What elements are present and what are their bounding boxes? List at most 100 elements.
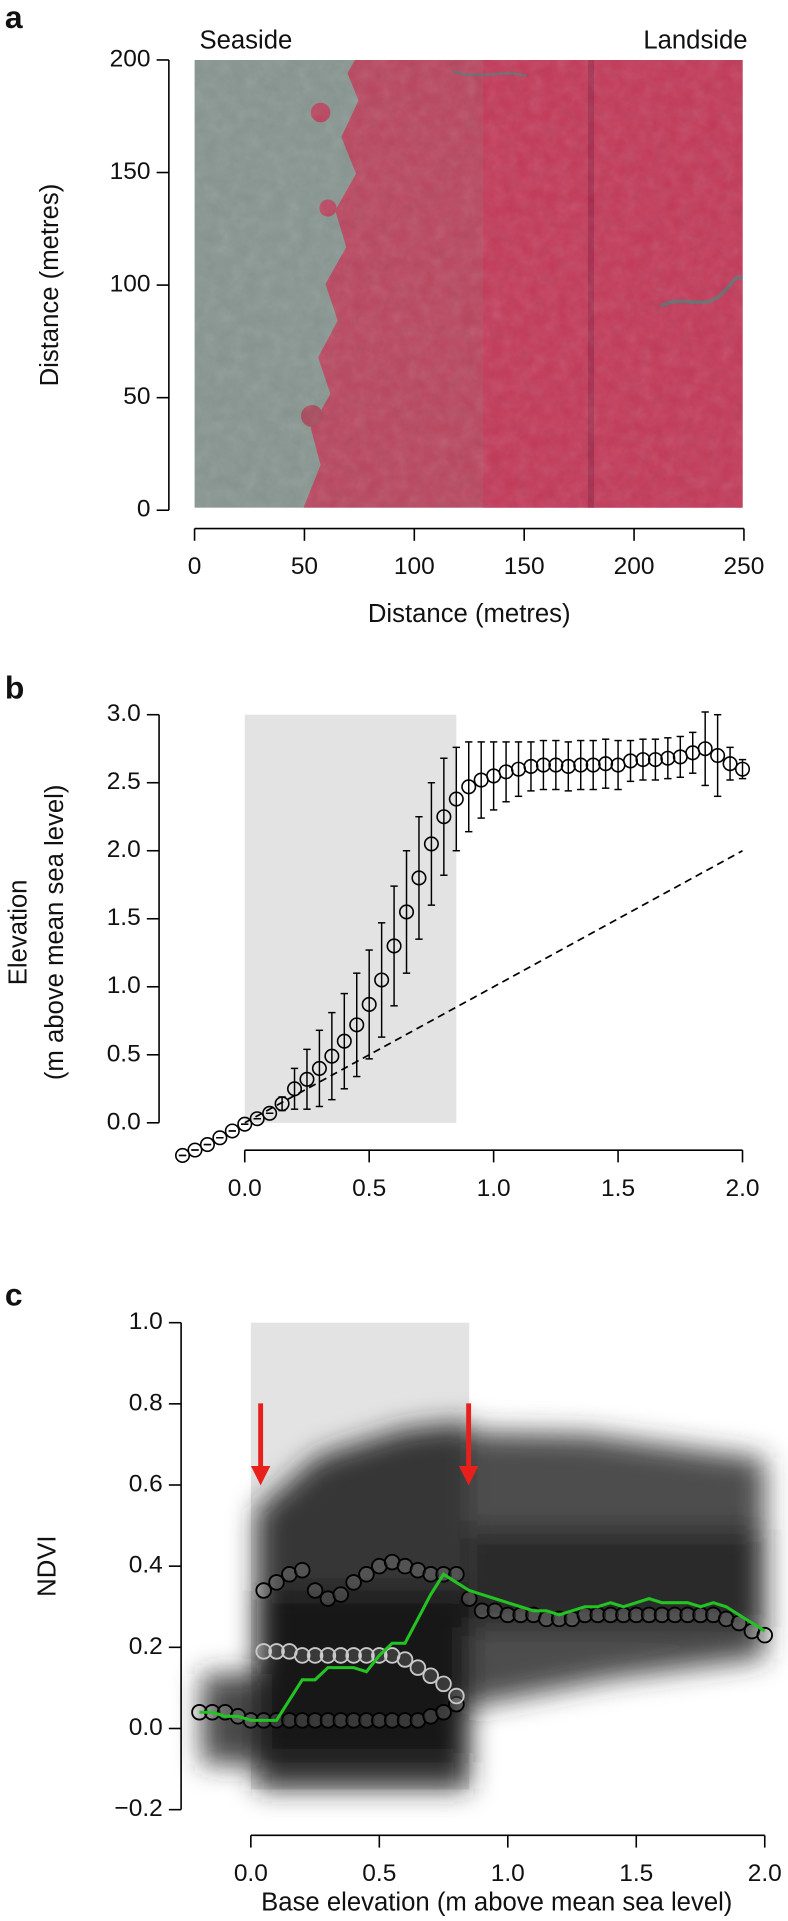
y-tick-label: 2.0 bbox=[107, 836, 141, 863]
point bbox=[635, 752, 651, 768]
point bbox=[358, 1647, 375, 1664]
x-tick-label: 2.0 bbox=[726, 1175, 760, 1202]
error-bar bbox=[552, 739, 560, 791]
annotation: Landside bbox=[643, 26, 747, 54]
point bbox=[262, 1105, 278, 1121]
error-bar bbox=[328, 1011, 336, 1101]
error-bar bbox=[626, 739, 635, 783]
point bbox=[436, 809, 452, 825]
y-tick-label: 0.5 bbox=[107, 1040, 141, 1067]
point bbox=[293, 1647, 311, 1664]
error-bar bbox=[315, 1029, 324, 1108]
point bbox=[237, 1116, 253, 1132]
x-tick-label: 0.5 bbox=[352, 1175, 386, 1202]
point bbox=[249, 1111, 265, 1127]
point bbox=[560, 758, 576, 774]
error-bar bbox=[614, 739, 622, 791]
error-bar bbox=[452, 746, 460, 852]
point bbox=[423, 836, 439, 852]
point bbox=[332, 1647, 350, 1664]
y-tick-label: 1.5 bbox=[107, 904, 141, 931]
point bbox=[187, 1142, 203, 1158]
point bbox=[585, 757, 601, 773]
point bbox=[398, 904, 415, 920]
point bbox=[422, 1667, 439, 1684]
point bbox=[255, 1643, 272, 1660]
y-axis-label: Elevation bbox=[4, 880, 32, 986]
x-tick-label: 250 bbox=[724, 553, 765, 580]
x-tick-label: 200 bbox=[614, 553, 655, 580]
x-tick-label: 0.0 bbox=[228, 1175, 262, 1202]
point bbox=[573, 757, 589, 773]
point bbox=[349, 1017, 365, 1033]
point bbox=[332, 1712, 350, 1729]
error-bar bbox=[365, 949, 373, 1060]
y-tick-label: 0.4 bbox=[129, 1552, 163, 1579]
error-bar bbox=[415, 815, 423, 940]
point bbox=[324, 1048, 340, 1064]
point bbox=[756, 1626, 773, 1644]
error-bar bbox=[465, 741, 473, 833]
point bbox=[299, 1071, 315, 1087]
error-bar bbox=[651, 738, 660, 781]
point bbox=[535, 757, 551, 773]
y-tick-label: 1.0 bbox=[107, 972, 141, 999]
error-bar bbox=[477, 741, 485, 819]
panel-letter: c bbox=[5, 1276, 23, 1312]
point bbox=[435, 1704, 452, 1721]
error-bar bbox=[689, 731, 697, 774]
point bbox=[311, 1060, 327, 1076]
x-tick-label: 0 bbox=[188, 553, 202, 580]
x-tick-label: 1.5 bbox=[601, 1175, 635, 1202]
y-tick-label: 0.8 bbox=[129, 1389, 163, 1416]
error-bar bbox=[440, 757, 448, 876]
error-bar bbox=[601, 738, 610, 789]
error-bar bbox=[402, 850, 411, 974]
error-bar bbox=[353, 972, 361, 1078]
point bbox=[293, 1561, 311, 1579]
y-axis-label: NDVI bbox=[34, 1535, 62, 1596]
point bbox=[396, 1712, 414, 1729]
y-tick-label: 0 bbox=[137, 496, 151, 523]
point bbox=[293, 1712, 311, 1729]
point bbox=[448, 791, 464, 807]
error-bar bbox=[577, 739, 585, 791]
error-bar bbox=[701, 711, 709, 787]
point bbox=[358, 1712, 375, 1729]
error-bar bbox=[390, 885, 398, 1007]
point bbox=[411, 870, 427, 886]
point bbox=[653, 1606, 671, 1624]
point bbox=[666, 1606, 684, 1624]
plot-layer: 0 50 100 150 200 250 0 50 100 150 200 Distance (met… bbox=[4, 26, 781, 1916]
x-tick-label: 150 bbox=[504, 553, 545, 580]
error-bar bbox=[539, 739, 548, 791]
point bbox=[306, 1582, 324, 1599]
error-bar bbox=[489, 741, 498, 811]
reference-line bbox=[244, 849, 743, 1124]
point bbox=[175, 1147, 191, 1163]
line bbox=[199, 1572, 766, 1722]
y-tick-label: 0.0 bbox=[129, 1714, 163, 1741]
x-axis-label: Base elevation (m above mean sea level) bbox=[261, 1889, 732, 1917]
y-tick-label: 0.6 bbox=[129, 1470, 163, 1497]
point bbox=[523, 758, 539, 774]
aerial-photo bbox=[194, 59, 743, 508]
panel-letter: b bbox=[5, 669, 24, 705]
point bbox=[336, 1033, 352, 1049]
point bbox=[448, 1687, 465, 1705]
x-axis-label: Distance (metres) bbox=[368, 600, 571, 628]
point bbox=[345, 1647, 362, 1664]
point bbox=[268, 1643, 285, 1660]
error-bar bbox=[427, 781, 436, 906]
x-tick-label: 0.5 bbox=[362, 1860, 396, 1887]
point bbox=[255, 1582, 272, 1599]
x-tick-label: 1.0 bbox=[477, 1175, 511, 1202]
point bbox=[274, 1096, 290, 1112]
point bbox=[548, 757, 564, 773]
point bbox=[396, 1651, 414, 1668]
point bbox=[199, 1137, 215, 1153]
y-tick-label: 3.0 bbox=[107, 700, 141, 727]
point bbox=[409, 1659, 427, 1676]
y-tick-label: 0.0 bbox=[107, 1108, 141, 1135]
